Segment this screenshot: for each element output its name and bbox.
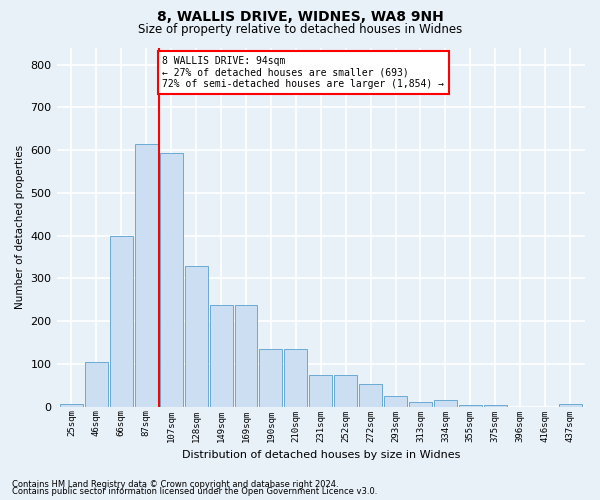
Text: 8 WALLIS DRIVE: 94sqm
← 27% of detached houses are smaller (693)
72% of semi-det: 8 WALLIS DRIVE: 94sqm ← 27% of detached … (163, 56, 445, 90)
Bar (484, 405, 507, 406)
Bar (310, 374, 332, 406)
Bar (160, 153, 182, 406)
Bar (235, 306, 257, 406)
Bar (409, 402, 432, 406)
Bar (384, 396, 407, 406)
Text: Size of property relative to detached houses in Widnes: Size of property relative to detached ho… (138, 22, 462, 36)
Bar (110, 236, 133, 406)
Bar (135, 144, 158, 406)
Bar (259, 349, 283, 406)
Text: Contains HM Land Registry data © Crown copyright and database right 2024.: Contains HM Land Registry data © Crown c… (12, 480, 338, 489)
Bar (434, 400, 457, 406)
Bar (60, 404, 83, 406)
Bar (209, 306, 233, 406)
Text: Contains public sector information licensed under the Open Government Licence v3: Contains public sector information licen… (12, 487, 377, 496)
X-axis label: Distribution of detached houses by size in Widnes: Distribution of detached houses by size … (182, 450, 460, 460)
Text: 8, WALLIS DRIVE, WIDNES, WA8 9NH: 8, WALLIS DRIVE, WIDNES, WA8 9NH (157, 10, 443, 24)
Bar (185, 266, 208, 406)
Bar (359, 384, 382, 406)
Bar (559, 404, 581, 406)
Bar (334, 374, 357, 406)
Bar (459, 405, 482, 406)
Bar (284, 349, 307, 406)
Y-axis label: Number of detached properties: Number of detached properties (15, 145, 25, 309)
Bar (85, 362, 108, 406)
